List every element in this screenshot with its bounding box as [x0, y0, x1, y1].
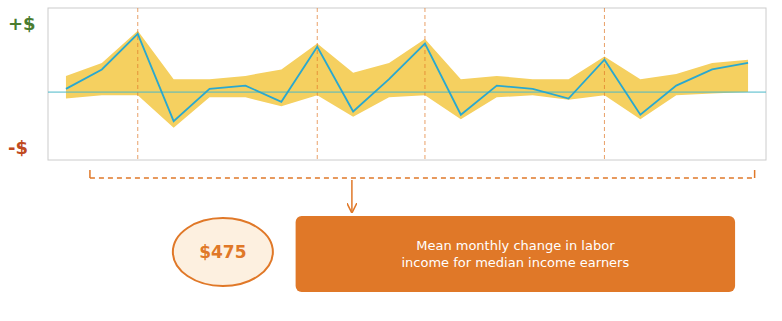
chart: +$ -$ $475 Mean monthly change in labor inco…	[0, 0, 782, 321]
label-line: income for median income earners	[401, 255, 629, 270]
arrow	[351, 180, 353, 212]
plot-frame	[48, 8, 766, 160]
vline	[137, 8, 138, 160]
plus-label: +$	[8, 13, 36, 34]
brace-end	[89, 170, 91, 178]
brace-line	[90, 177, 755, 179]
amount-circle	[173, 218, 273, 286]
brace-end	[754, 170, 756, 178]
plot-area	[48, 8, 766, 160]
line	[66, 34, 748, 121]
vline	[317, 8, 318, 160]
label-box	[296, 216, 735, 292]
band	[66, 31, 748, 128]
marks	[48, 8, 766, 160]
label-text: Mean monthly change in labor income for m…	[401, 238, 629, 270]
zero-line	[48, 92, 766, 93]
amount-text: $475	[199, 242, 246, 262]
minus-label: -$	[8, 137, 28, 158]
vline	[604, 8, 605, 160]
vline	[424, 8, 425, 160]
brace	[90, 170, 755, 178]
label-line: Mean monthly change in labor	[416, 238, 615, 253]
